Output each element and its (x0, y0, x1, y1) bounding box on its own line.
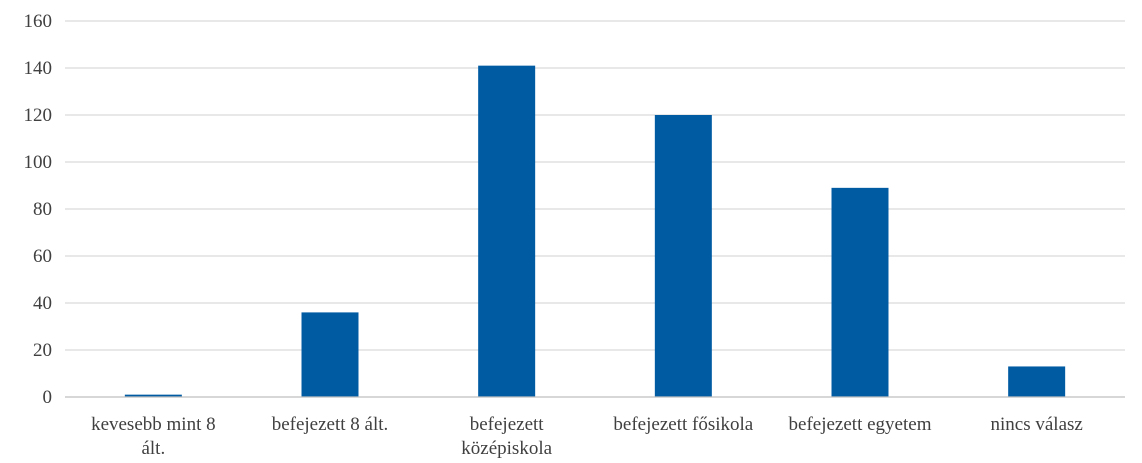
bar (831, 187, 889, 397)
x-tick-label-line: befejezett egyetem (789, 414, 932, 435)
x-tick-label-line: befejezett (470, 414, 545, 435)
x-tick-label-line: középiskola (461, 438, 552, 459)
x-tick-label-line: nincs válasz (991, 414, 1083, 435)
y-tick-label: 120 (24, 105, 53, 126)
bar (478, 65, 536, 398)
x-tick-label: befejezett 8 ált. (272, 414, 389, 435)
bar (124, 394, 182, 397)
y-tick-label: 40 (33, 293, 52, 314)
y-tick-label: 80 (33, 199, 52, 220)
x-tick-label: befejezett egyetem (789, 414, 932, 435)
x-tick-label-line: kevesebb mint 8 (91, 414, 216, 435)
y-tick-label: 100 (24, 152, 53, 173)
y-tick-label: 60 (33, 246, 52, 267)
x-tick-label: befejezett középiskola (461, 414, 552, 459)
bar (1008, 366, 1066, 397)
x-tick-label: befejezett fősikola (613, 414, 753, 435)
bar (301, 312, 359, 397)
y-tick-label: 0 (43, 387, 53, 408)
x-tick-label-line: befejezett 8 ált. (272, 414, 389, 435)
x-axis-category-labels: kevesebb mint 8 ált. befejezett 8 ált. befe… (91, 414, 1083, 459)
gridlines (65, 20, 1125, 351)
y-tick-label: 20 (33, 340, 52, 361)
x-tick-label-line: ált. (141, 438, 165, 459)
x-tick-label-line: befejezett fősikola (613, 414, 753, 435)
y-tick-label: 140 (24, 58, 53, 79)
bar (654, 115, 712, 397)
x-tick-label: kevesebb mint 8 ált. (91, 414, 216, 459)
y-tick-label: 160 (24, 11, 53, 32)
y-axis-tick-labels: 0 20 40 60 80 100 120 140 160 (24, 11, 53, 408)
bars (124, 65, 1066, 398)
x-tick-label: nincs válasz (991, 414, 1083, 435)
